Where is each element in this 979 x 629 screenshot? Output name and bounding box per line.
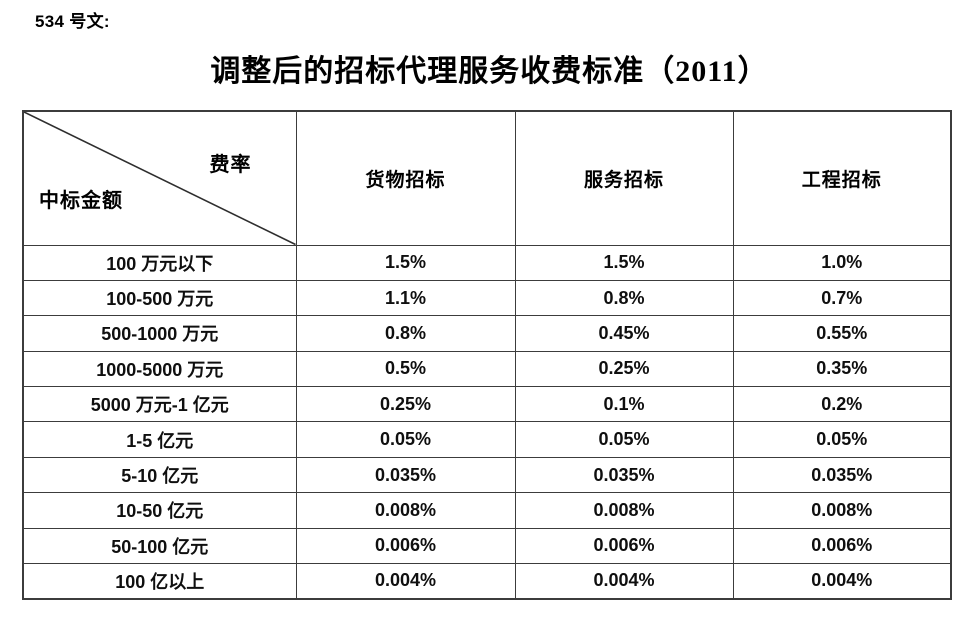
rate-cell-goods: 0.004%: [295, 563, 516, 600]
amount-cell: 100 亿以上: [22, 563, 297, 600]
amount-cell: 5-10 亿元: [22, 456, 297, 494]
rate-cell-engineering: 0.2%: [732, 386, 952, 423]
rate-cell-goods: 0.25%: [295, 386, 516, 423]
rate-cell-services: 0.004%: [514, 563, 734, 600]
rate-cell-services: 1.5%: [514, 244, 734, 281]
amount-cell: 100-500 万元: [22, 279, 297, 317]
rate-cell-services: 0.25%: [514, 350, 734, 388]
table-header-row: 费率 中标金额 货物招标 服务招标 工程招标: [22, 110, 952, 246]
rate-cell-engineering: 1.0%: [732, 244, 952, 281]
rate-cell-services: 0.05%: [514, 421, 734, 458]
rate-cell-goods: 0.008%: [295, 492, 516, 529]
rate-cell-services: 0.45%: [514, 315, 734, 352]
diagonal-divider-line: [24, 112, 296, 245]
rate-cell-engineering: 0.7%: [732, 279, 952, 317]
table-row: 5-10 亿元 0.035% 0.035% 0.035%: [22, 456, 952, 494]
column-header-goods: 货物招标: [295, 110, 516, 246]
rate-cell-engineering: 0.55%: [732, 315, 952, 352]
rate-cell-services: 0.035%: [514, 456, 734, 494]
rate-cell-goods: 1.5%: [295, 244, 516, 281]
amount-cell: 500-1000 万元: [22, 315, 297, 352]
rate-cell-services: 0.1%: [514, 386, 734, 423]
amount-cell: 100 万元以下: [22, 244, 297, 281]
rate-cell-goods: 1.1%: [295, 279, 516, 317]
table-row: 50-100 亿元 0.006% 0.006% 0.006%: [22, 527, 952, 565]
rate-cell-engineering: 0.05%: [732, 421, 952, 458]
table-row: 5000 万元-1 亿元 0.25% 0.1% 0.2%: [22, 386, 952, 423]
fee-rate-table: 费率 中标金额 货物招标 服务招标 工程招标 100 万元以下 1.5% 1.5…: [22, 110, 952, 600]
amount-cell: 50-100 亿元: [22, 527, 297, 565]
amount-cell: 5000 万元-1 亿元: [22, 386, 297, 423]
rate-cell-engineering: 0.004%: [732, 563, 952, 600]
rate-cell-engineering: 0.006%: [732, 527, 952, 565]
rate-cell-engineering: 0.008%: [732, 492, 952, 529]
rate-cell-services: 0.008%: [514, 492, 734, 529]
rate-cell-goods: 0.8%: [295, 315, 516, 352]
rate-cell-services: 0.8%: [514, 279, 734, 317]
column-header-services: 服务招标: [514, 110, 734, 246]
rate-cell-engineering: 0.35%: [732, 350, 952, 388]
rate-cell-goods: 0.05%: [295, 421, 516, 458]
amount-cell: 10-50 亿元: [22, 492, 297, 529]
corner-header-cell: 费率 中标金额: [22, 110, 297, 246]
table-row: 500-1000 万元 0.8% 0.45% 0.55%: [22, 315, 952, 352]
table-row: 100 万元以下 1.5% 1.5% 1.0%: [22, 244, 952, 281]
table-row: 100-500 万元 1.1% 0.8% 0.7%: [22, 279, 952, 317]
rate-cell-goods: 0.5%: [295, 350, 516, 388]
rate-cell-engineering: 0.035%: [732, 456, 952, 494]
amount-cell: 1-5 亿元: [22, 421, 297, 458]
rate-cell-goods: 0.006%: [295, 527, 516, 565]
amount-cell: 1000-5000 万元: [22, 350, 297, 388]
corner-label-rate: 费率: [209, 154, 252, 176]
doc-number-label: 534 号文:: [35, 12, 110, 31]
rate-cell-services: 0.006%: [514, 527, 734, 565]
table-row: 100 亿以上 0.004% 0.004% 0.004%: [22, 563, 952, 600]
corner-label-amount: 中标金额: [39, 189, 123, 212]
rate-cell-goods: 0.035%: [295, 456, 516, 494]
document-title: 调整后的招标代理服务收费标准（2011）: [210, 55, 769, 88]
table-row: 10-50 亿元 0.008% 0.008% 0.008%: [22, 492, 952, 529]
table-row: 1-5 亿元 0.05% 0.05% 0.05%: [22, 421, 952, 458]
table-row: 1000-5000 万元 0.5% 0.25% 0.35%: [22, 350, 952, 388]
column-header-engineering: 工程招标: [732, 110, 952, 246]
